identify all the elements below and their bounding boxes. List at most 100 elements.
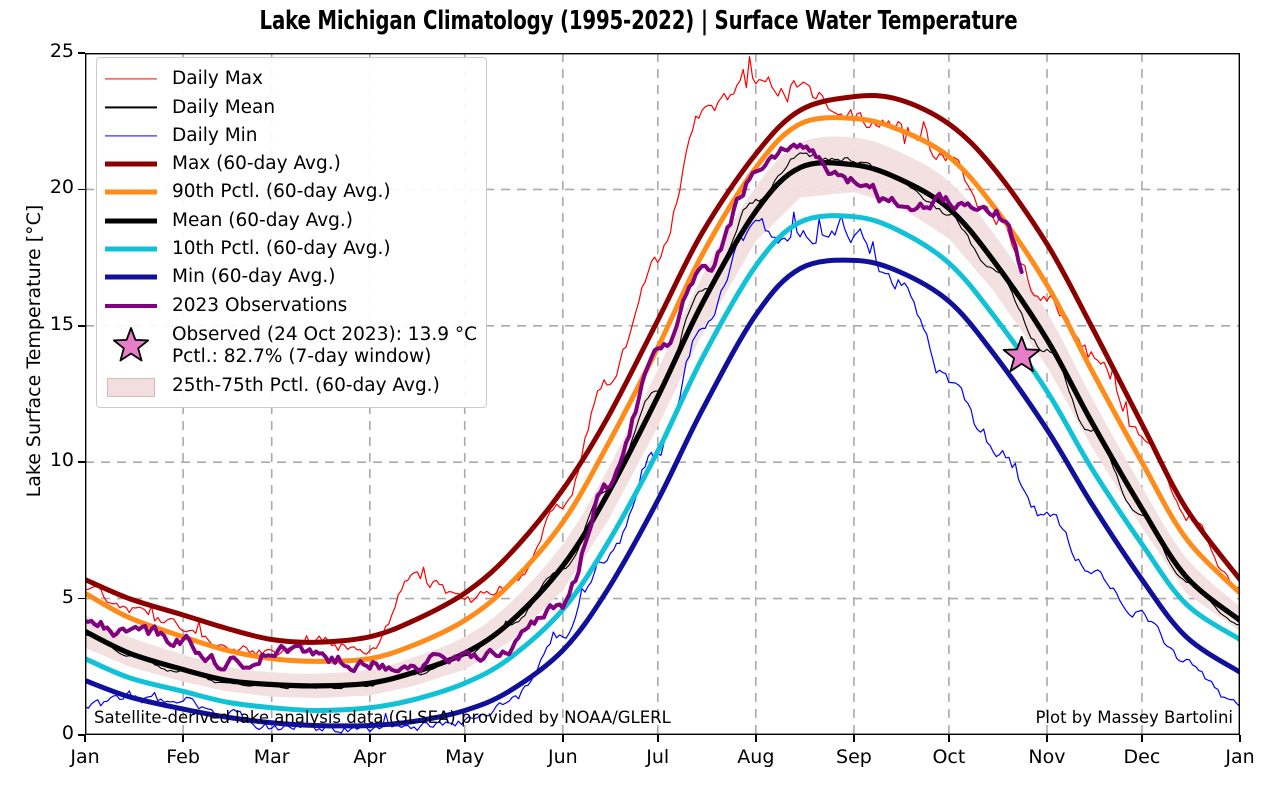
legend-label-8: 2023 Observations bbox=[172, 291, 477, 319]
x-tick-jan-12: Jan bbox=[1225, 746, 1255, 768]
x-tickmark bbox=[947, 735, 950, 742]
plot-credit-note: Plot by Massey Bartolini bbox=[1035, 708, 1233, 727]
legend-item-1[interactable]: Daily Mean bbox=[105, 93, 477, 121]
legend-label-7: Min (60-day Avg.) bbox=[172, 263, 477, 291]
y-axis-label: Lake Surface Temperature [°C] bbox=[23, 204, 45, 498]
x-tick-feb-1: Feb bbox=[166, 746, 200, 768]
legend-label-text: Observed (24 Oct 2023): 13.9 °C bbox=[172, 324, 478, 346]
legend-key-3 bbox=[105, 150, 172, 178]
legend-line-swatch bbox=[105, 246, 157, 252]
data-source-note: Satellite-derived lake analysis data (GL… bbox=[94, 708, 671, 727]
legend-label-1: Daily Mean bbox=[172, 93, 477, 121]
y-tickmark bbox=[78, 461, 85, 464]
legend-line-swatch bbox=[105, 161, 157, 167]
x-tickmark bbox=[270, 735, 273, 742]
legend-key-1 bbox=[105, 93, 172, 121]
legend-key-8 bbox=[105, 291, 172, 319]
y-tick-25: 25 bbox=[49, 40, 74, 62]
legend-line-swatch bbox=[105, 303, 157, 308]
x-tick-may-4: May bbox=[445, 746, 485, 768]
legend-label-text: 90th Pctl. (60-day Avg.) bbox=[172, 181, 391, 203]
x-tickmark bbox=[368, 735, 371, 742]
y-tick-0: 0 bbox=[61, 722, 74, 744]
x-tick-jul-6: Jul bbox=[646, 746, 670, 768]
legend-label-10: 25th-75th Pctl. (60-day Avg.) bbox=[172, 372, 477, 400]
y-tick-20: 20 bbox=[49, 176, 74, 199]
x-tickmark bbox=[561, 735, 564, 742]
x-tick-sep-8: Sep bbox=[836, 746, 872, 768]
series-lines bbox=[85, 55, 1240, 734]
legend-key-6 bbox=[105, 235, 172, 263]
legend-key-9 bbox=[105, 320, 172, 372]
y-tick-10: 10 bbox=[49, 449, 74, 472]
legend-label-3: Max (60-day Avg.) bbox=[172, 150, 477, 178]
legend-label-text: Daily Min bbox=[172, 124, 258, 146]
legend-label-text: Daily Max bbox=[172, 68, 263, 90]
y-tickmark bbox=[78, 597, 85, 600]
y-tickmark bbox=[78, 324, 85, 327]
legend-item-0[interactable]: Daily Max bbox=[105, 65, 477, 93]
legend-key-2 bbox=[105, 122, 172, 150]
legend-label-5: Mean (60-day Avg.) bbox=[172, 206, 477, 234]
x-tick-nov-10: Nov bbox=[1028, 746, 1066, 768]
legend-label-text-secondary: Pctl.: 82.7% (7-day window) bbox=[172, 345, 432, 367]
y-tick-15: 15 bbox=[49, 312, 74, 335]
legend-star-icon bbox=[112, 326, 150, 362]
legend-label-0: Daily Max bbox=[172, 65, 477, 93]
chart-title: Lake Michigan Climatology (1995-2022) | … bbox=[259, 6, 1018, 36]
x-tick-oct-9: Oct bbox=[932, 746, 966, 768]
y-tickmark bbox=[78, 52, 85, 54]
y-tickmark bbox=[78, 188, 85, 191]
legend-patch-swatch bbox=[107, 377, 155, 397]
x-tickmark bbox=[84, 735, 86, 742]
legend-line-swatch bbox=[105, 106, 157, 109]
y-tick-5: 5 bbox=[61, 585, 74, 608]
legend-key-4 bbox=[105, 178, 172, 206]
legend-item-3[interactable]: Max (60-day Avg.) bbox=[105, 150, 477, 178]
x-tickmark bbox=[1239, 735, 1241, 742]
x-tickmark bbox=[754, 735, 757, 742]
legend-label-text: 10th Pctl. (60-day Avg.) bbox=[172, 238, 391, 260]
legend-item-6[interactable]: 10th Pctl. (60-day Avg.) bbox=[105, 235, 477, 263]
y-tickmark bbox=[78, 734, 85, 736]
x-tickmark bbox=[1046, 735, 1048, 742]
legend-label-text: Mean (60-day Avg.) bbox=[172, 209, 353, 231]
x-tick-jun-5: Jun bbox=[547, 746, 578, 768]
legend-item-2[interactable]: Daily Min bbox=[105, 122, 477, 150]
legend-label-4: 90th Pctl. (60-day Avg.) bbox=[172, 178, 477, 206]
legend-label-text: 2023 Observations bbox=[172, 294, 348, 316]
legend-label-text: Max (60-day Avg.) bbox=[172, 153, 341, 175]
legend-label-text: Min (60-day Avg.) bbox=[172, 266, 336, 288]
legend-key-5 bbox=[105, 206, 172, 234]
legend-label-2: Daily Min bbox=[172, 122, 477, 150]
x-tick-aug-7: Aug bbox=[737, 746, 775, 768]
legend-item-4[interactable]: 90th Pctl. (60-day Avg.) bbox=[105, 178, 477, 206]
x-tickmark bbox=[463, 735, 466, 742]
legend-table: Daily Max Daily Mean Daily Min Max (60-day … bbox=[105, 65, 477, 400]
x-tick-dec-11: Dec bbox=[1123, 746, 1161, 768]
x-tick-jan-0: Jan bbox=[70, 746, 100, 768]
chart-legend[interactable]: Daily Max Daily Mean Daily Min Max (60-day … bbox=[96, 57, 488, 408]
x-tickmark bbox=[656, 735, 659, 742]
legend-key-10 bbox=[105, 372, 172, 400]
legend-line-swatch bbox=[105, 189, 157, 195]
legend-line-swatch bbox=[105, 274, 157, 280]
legend-item-5[interactable]: Mean (60-day Avg.) bbox=[105, 206, 477, 234]
legend-item-7[interactable]: Min (60-day Avg.) bbox=[105, 263, 477, 291]
x-tickmark bbox=[182, 735, 184, 742]
legend-label-9: Observed (24 Oct 2023): 13.9 °C Pctl.: 82… bbox=[172, 320, 477, 372]
legend-item-8[interactable]: 2023 Observations bbox=[105, 291, 477, 319]
legend-label-text: 25th-75th Pctl. (60-day Avg.) bbox=[172, 374, 440, 396]
legend-item-9[interactable]: Observed (24 Oct 2023): 13.9 °C Pctl.: 82… bbox=[105, 320, 477, 372]
legend-key-0 bbox=[105, 65, 172, 93]
legend-label-text: Daily Mean bbox=[172, 96, 276, 118]
legend-line-swatch bbox=[105, 218, 157, 224]
legend-line-swatch bbox=[105, 135, 157, 137]
legend-label-6: 10th Pctl. (60-day Avg.) bbox=[172, 235, 477, 263]
x-tick-apr-3: Apr bbox=[353, 746, 387, 768]
axes-frame bbox=[85, 53, 1240, 735]
legend-key-7 bbox=[105, 263, 172, 291]
x-tickmark bbox=[1141, 735, 1143, 742]
legend-item-10[interactable]: 25th-75th Pctl. (60-day Avg.) bbox=[105, 372, 477, 400]
